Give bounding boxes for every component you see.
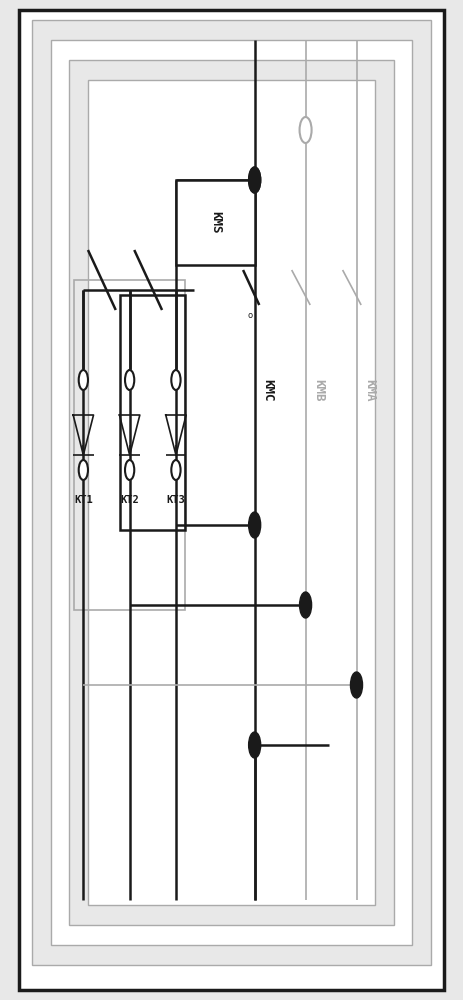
Circle shape — [79, 370, 88, 390]
Circle shape — [79, 460, 88, 480]
Bar — [88, 80, 375, 905]
Text: KT3: KT3 — [167, 495, 185, 505]
Circle shape — [300, 592, 312, 618]
Bar — [69, 60, 394, 925]
Text: KT1: KT1 — [74, 495, 93, 505]
Circle shape — [125, 370, 134, 390]
Bar — [74, 280, 185, 610]
Circle shape — [249, 732, 261, 758]
Bar — [32, 20, 431, 965]
Text: o: o — [247, 310, 253, 320]
Bar — [51, 40, 412, 945]
Text: KMS: KMS — [209, 211, 222, 234]
Circle shape — [249, 167, 261, 193]
Circle shape — [125, 460, 134, 480]
Circle shape — [249, 167, 261, 193]
Text: KMB: KMB — [313, 379, 325, 401]
Circle shape — [300, 117, 312, 143]
Bar — [176, 180, 255, 265]
Circle shape — [171, 460, 181, 480]
Circle shape — [249, 512, 261, 538]
Bar — [120, 295, 185, 530]
Text: KMC: KMC — [262, 379, 275, 401]
Circle shape — [171, 370, 181, 390]
Text: KT2: KT2 — [120, 495, 139, 505]
Circle shape — [350, 672, 363, 698]
Text: KMA: KMA — [363, 379, 376, 401]
